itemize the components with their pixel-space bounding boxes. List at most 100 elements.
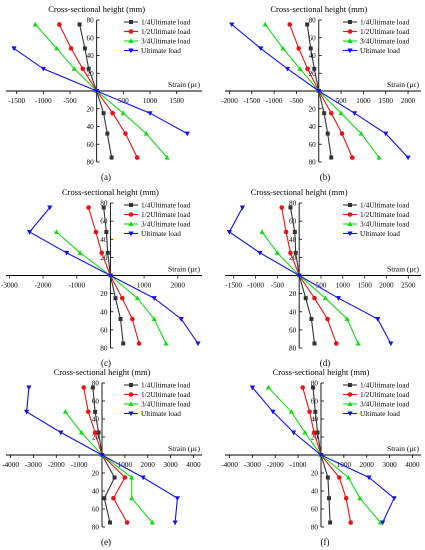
data-point-series-3 [178, 317, 184, 322]
data-point-series-1 [305, 66, 310, 72]
data-point-series-2 [78, 429, 85, 435]
data-point-series-0 [90, 385, 95, 390]
data-point-series-0 [86, 66, 91, 71]
x-tick-label: 1000 [336, 282, 351, 290]
data-point-series-1 [287, 22, 293, 27]
data-point-series-1 [349, 155, 355, 160]
x-tick-label: -2000 [35, 282, 52, 290]
y-tick-label: 60 [92, 506, 100, 514]
data-point-series-3 [40, 66, 46, 72]
y-tick-label: 20 [92, 434, 100, 442]
legend-swatch-marker [348, 203, 352, 207]
legend-label: 1/4Ultimate load [360, 381, 410, 390]
y-tick-label: 20 [289, 290, 297, 298]
legend-label: Ultimate load [360, 229, 400, 238]
data-point-series-1 [124, 520, 130, 525]
y-tick-label: 80 [311, 380, 319, 388]
data-point-series-0 [118, 317, 123, 321]
data-point-series-0 [313, 409, 318, 414]
x-tick-label: 2000 [401, 97, 416, 105]
data-point-series-2 [280, 45, 286, 51]
legend-swatch-marker [128, 231, 134, 237]
data-point-series-0 [101, 205, 106, 210]
data-point-series-1 [279, 205, 285, 210]
data-point-series-1 [86, 205, 91, 210]
legend-swatch-marker [348, 20, 352, 24]
chart-title: Cross-sectional height (mm) [270, 4, 367, 14]
legend-label: 1/2Ultimate load [360, 390, 410, 399]
data-point-series-3 [26, 385, 32, 391]
data-point-series-3 [380, 520, 386, 526]
x-tick-label: 2000 [360, 461, 375, 469]
y-tick-label: 40 [311, 488, 319, 496]
data-point-series-0 [102, 496, 107, 501]
legend-label: 3/4Ultimate load [141, 37, 191, 46]
y-tick-label: 80 [289, 200, 297, 208]
data-point-series-3 [184, 131, 190, 137]
y-tick-label: 80 [92, 524, 100, 532]
legend-swatch-marker [347, 401, 353, 406]
data-point-series-3 [270, 409, 276, 415]
data-point-series-1 [80, 66, 86, 72]
data-point-series-0 [315, 430, 320, 435]
data-point-series-3 [11, 46, 17, 52]
legend-label: Ultimate load [360, 46, 400, 55]
chart-panel-c: Cross-sectional height (mm) -3000 -2000 -10… [1, 187, 202, 368]
data-point-series-1 [122, 475, 128, 480]
data-point-series-1 [348, 520, 354, 525]
x-tick-label: 2000 [141, 461, 156, 469]
x-tick-label: -3000 [25, 461, 42, 469]
data-point-series-2 [129, 495, 135, 501]
legend-label: 1/2Ultimate load [360, 27, 410, 36]
data-point-series-0 [108, 520, 112, 525]
data-point-series-0 [322, 111, 327, 116]
data-point-series-0 [293, 250, 298, 255]
y-tick-label: 40 [92, 488, 100, 496]
x-axis-label: Strain (με) [168, 444, 200, 453]
data-point-series-3 [383, 131, 389, 137]
data-point-series-0 [328, 520, 333, 525]
legend-swatch-marker [128, 212, 134, 217]
y-tick-label: 40 [92, 416, 100, 424]
x-tick-label: 500 [118, 97, 129, 105]
legend-label: Ultimate load [360, 409, 400, 418]
data-point-series-3 [151, 296, 157, 301]
data-point-series-0 [105, 131, 110, 136]
legend-swatch-marker [128, 401, 134, 406]
data-point-series-3 [172, 520, 178, 526]
data-point-series-3 [284, 66, 291, 72]
data-point-series-1 [136, 341, 142, 346]
data-point-series-3 [257, 250, 263, 256]
legend-swatch-marker [129, 383, 133, 387]
data-point-series-1 [325, 316, 330, 322]
data-point-series-0 [109, 155, 114, 160]
x-tick-label: -2000 [267, 461, 284, 469]
data-point-series-3 [107, 273, 114, 279]
y-tick-label: 80 [86, 159, 94, 167]
data-point-series-2 [288, 409, 294, 414]
x-tick-label: 2000 [379, 282, 394, 290]
y-tick-label: 60 [100, 218, 108, 226]
y-tick-label: 60 [289, 326, 297, 334]
data-point-series-2 [134, 295, 140, 301]
data-point-series-2 [120, 110, 126, 116]
y-tick-label: 80 [309, 17, 317, 25]
data-point-series-2 [297, 66, 303, 71]
data-point-series-3 [226, 230, 232, 235]
data-point-series-2 [376, 154, 382, 160]
data-point-series-0 [327, 496, 331, 501]
x-axis-label: Strain (με) [168, 80, 200, 89]
series-line-2 [56, 231, 167, 344]
data-point-series-2 [54, 45, 60, 51]
y-tick-label: 80 [100, 345, 108, 353]
data-point-series-0 [288, 205, 293, 210]
data-point-series-3 [391, 496, 397, 501]
y-tick-label: 80 [289, 345, 297, 353]
panel-label: (c) [101, 358, 111, 368]
data-point-series-0 [105, 250, 110, 255]
data-point-series-2 [262, 21, 268, 27]
chart-panel-b: Cross-sectional height (mm) -2000 -1500 -10… [221, 4, 421, 182]
panel-label: (b) [320, 172, 331, 182]
